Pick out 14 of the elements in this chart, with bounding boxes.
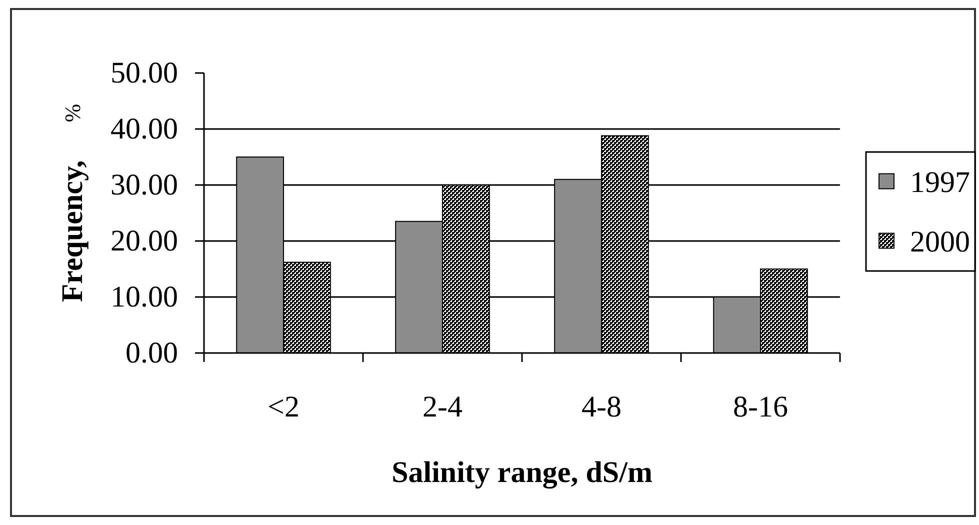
legend-label: 1997 bbox=[910, 165, 970, 198]
x-tick-label: <2 bbox=[268, 390, 300, 424]
x-tick-label: 2-4 bbox=[422, 390, 462, 424]
x-axis-title: Salinity range, dS/m bbox=[392, 456, 652, 488]
y-tick-label: 50.00 bbox=[110, 56, 178, 90]
y-tick-label: 0.00 bbox=[126, 336, 178, 370]
y-tick-label: 10.00 bbox=[110, 280, 178, 314]
y-tick-label: 30.00 bbox=[110, 168, 178, 202]
y-tick-label: 20.00 bbox=[110, 224, 178, 258]
legend-label: 2000 bbox=[910, 224, 970, 258]
x-tick-label: 4-8 bbox=[582, 390, 622, 424]
x-tick-label: 8-16 bbox=[733, 390, 788, 424]
y-tick-label: 40.00 bbox=[110, 112, 178, 146]
text: Frequency, % bbox=[56, 104, 88, 302]
